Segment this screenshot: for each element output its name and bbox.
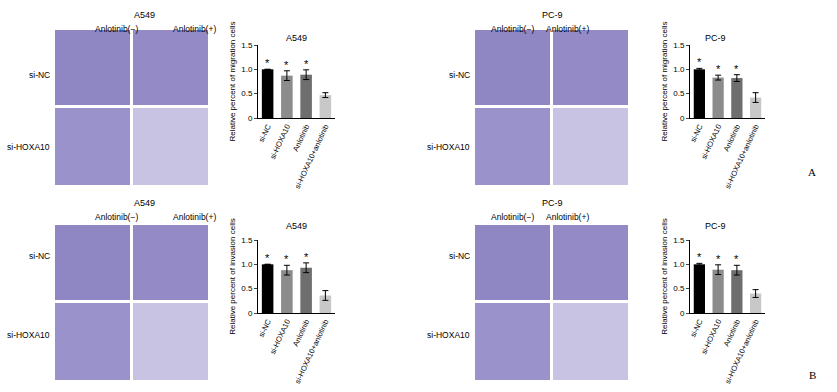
svg-text:si-HOXA10: si-HOXA10 — [268, 123, 292, 161]
svg-text:Anlotinib(−): Anlotinib(−) — [95, 24, 138, 34]
svg-text:si-HOXA10+anlotinib: si-HOXA10+anlotinib — [293, 318, 331, 385]
svg-text:Anlotinib(−): Anlotinib(−) — [95, 212, 138, 222]
svg-text:*: * — [304, 251, 309, 263]
svg-text:1.0: 1.0 — [241, 260, 253, 269]
svg-text:*: * — [697, 251, 702, 263]
svg-text:Anlotinib(+): Anlotinib(+) — [173, 24, 216, 34]
svg-text:B: B — [809, 369, 816, 381]
svg-text:Relative percent of migration: Relative percent of migration cells — [228, 21, 237, 141]
svg-text:PC-9: PC-9 — [705, 221, 726, 231]
svg-text:si-HOXA10+anlotinib: si-HOXA10+anlotinib — [723, 318, 761, 385]
svg-text:si-NC: si-NC — [29, 70, 50, 80]
svg-text:1.0: 1.0 — [673, 260, 685, 269]
svg-text:0.5: 0.5 — [241, 284, 253, 293]
svg-text:si-HOXA10: si-HOXA10 — [427, 142, 470, 152]
svg-text:A549: A549 — [286, 33, 307, 43]
svg-text:0: 0 — [248, 309, 253, 318]
svg-text:Anlotinib: Anlotinib — [722, 123, 742, 153]
svg-text:Anlotinib(−): Anlotinib(−) — [491, 24, 534, 34]
svg-text:*: * — [734, 253, 739, 265]
svg-text:si-NC: si-NC — [689, 122, 705, 143]
svg-text:Relative percent of invasion c: Relative percent of invasion cells — [660, 218, 669, 335]
svg-text:si-HOXA10: si-HOXA10 — [268, 318, 292, 356]
svg-text:1.0: 1.0 — [673, 65, 685, 74]
svg-text:si-HOXA10: si-HOXA10 — [7, 330, 50, 340]
svg-text:0: 0 — [680, 309, 685, 318]
svg-text:si-HOXA10+anlotinib: si-HOXA10+anlotinib — [723, 123, 761, 190]
svg-text:Anlotinib(+): Anlotinib(+) — [546, 24, 589, 34]
svg-text:Relative percent of migration: Relative percent of migration cells — [660, 21, 669, 141]
svg-text:si-HOXA10+anlotinib: si-HOXA10+anlotinib — [293, 123, 331, 190]
svg-text:si-NC: si-NC — [449, 251, 470, 261]
svg-text:si-NC: si-NC — [449, 70, 470, 80]
svg-text:*: * — [284, 253, 289, 265]
svg-text:1.5: 1.5 — [673, 41, 685, 50]
svg-text:*: * — [284, 59, 289, 71]
svg-text:1.5: 1.5 — [673, 236, 685, 245]
svg-text:*: * — [265, 252, 270, 264]
svg-text:0.5: 0.5 — [673, 284, 685, 293]
svg-text:si-NC: si-NC — [257, 122, 273, 143]
svg-text:si-HOXA10: si-HOXA10 — [699, 318, 723, 356]
svg-text:PC-9: PC-9 — [705, 33, 726, 43]
svg-text:Relative percent of invasion c: Relative percent of invasion cells — [228, 218, 237, 335]
svg-text:PC-9: PC-9 — [542, 10, 563, 20]
svg-text:*: * — [716, 253, 721, 265]
svg-text:Anlotinib: Anlotinib — [291, 318, 311, 348]
svg-text:si-HOXA10: si-HOXA10 — [7, 142, 50, 152]
svg-text:si-HOXA10: si-HOXA10 — [699, 123, 723, 161]
svg-text:0.5: 0.5 — [673, 89, 685, 98]
svg-text:si-NC: si-NC — [29, 251, 50, 261]
svg-text:A549: A549 — [286, 221, 307, 231]
svg-text:Anlotinib(+): Anlotinib(+) — [173, 212, 216, 222]
svg-text:si-HOXA10: si-HOXA10 — [427, 330, 470, 340]
svg-text:si-NC: si-NC — [689, 317, 705, 338]
svg-text:Anlotinib: Anlotinib — [291, 123, 311, 153]
svg-text:A: A — [808, 166, 816, 178]
svg-text:PC-9: PC-9 — [542, 198, 563, 208]
svg-text:*: * — [734, 63, 739, 75]
svg-text:*: * — [304, 58, 309, 70]
svg-text:0.5: 0.5 — [241, 89, 253, 98]
svg-text:Anlotinib(+): Anlotinib(+) — [546, 212, 589, 222]
svg-text:1.5: 1.5 — [241, 236, 253, 245]
svg-text:0: 0 — [248, 114, 253, 123]
svg-text:*: * — [716, 63, 721, 75]
svg-text:Anlotinib(−): Anlotinib(−) — [491, 212, 534, 222]
svg-text:0: 0 — [680, 114, 685, 123]
svg-text:1.0: 1.0 — [241, 65, 253, 74]
svg-text:*: * — [265, 57, 270, 69]
svg-text:*: * — [697, 56, 702, 68]
svg-text:A549: A549 — [134, 10, 155, 20]
svg-text:A549: A549 — [134, 198, 155, 208]
svg-text:1.5: 1.5 — [241, 41, 253, 50]
svg-text:Anlotinib: Anlotinib — [722, 318, 742, 348]
svg-text:si-NC: si-NC — [257, 317, 273, 338]
